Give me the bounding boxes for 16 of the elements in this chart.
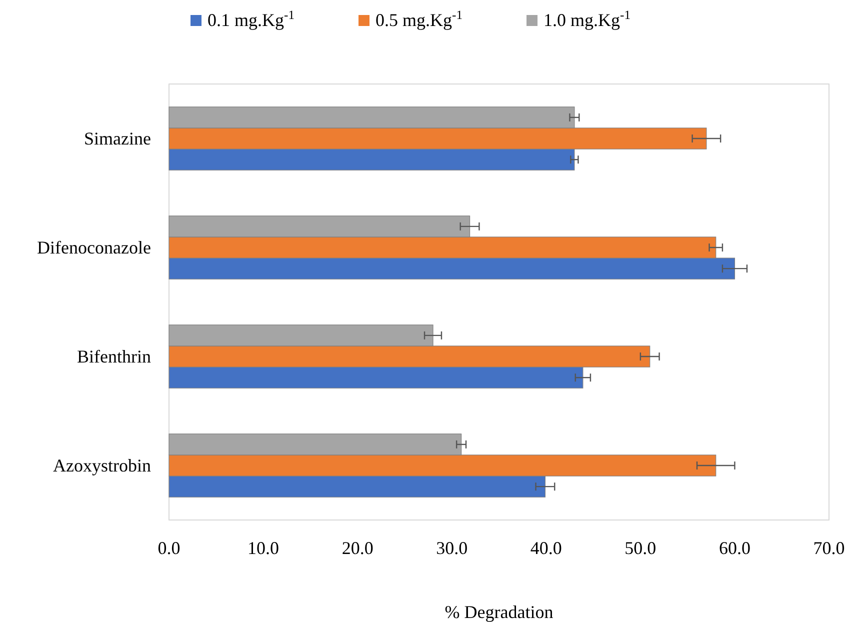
x-tick-label: 60.0 [718,538,750,558]
x-tick-label: 50.0 [624,538,656,558]
x-tick-label: 30.0 [436,538,468,558]
x-tick-label: 20.0 [342,538,374,558]
y-tick-label: Difenoconazole [37,238,151,258]
y-tick-label: Azoxystrobin [53,456,151,476]
legend-label: 0.1 mg.Kg$^{-1}$ [208,8,294,30]
y-tick-label: Simazine [84,128,152,148]
x-tick-label: 10.0 [248,538,280,558]
y-tick-label: Bifenthrin [77,346,151,366]
x-axis-title: % Degradation [444,602,554,622]
x-tick-label: 40.0 [530,538,562,558]
x-tick-label: 0.0 [158,538,180,558]
legend-label: 1.0 mg.Kg$^{-1}$ [544,8,630,30]
x-tick-label: 70.0 [813,538,845,558]
legend-label: 0.5 mg.Kg$^{-1}$ [376,8,462,30]
